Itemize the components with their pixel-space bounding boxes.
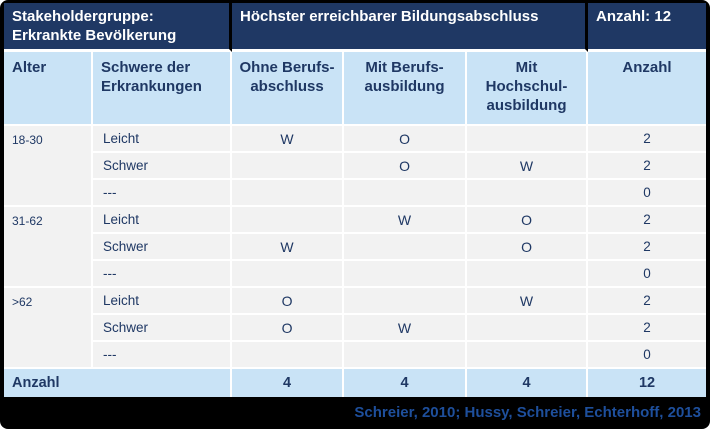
count-cell: 0 xyxy=(588,180,707,207)
col-header-ohne-berufsabschluss: Ohne Berufs- abschluss xyxy=(232,52,345,126)
severity-cell: --- xyxy=(93,180,233,207)
col-header-mit-berufsausbildung: Mit Berufs- ausbildung xyxy=(344,52,468,126)
age-group-cell: >62 xyxy=(4,288,93,369)
count-cell: 2 xyxy=(588,315,707,342)
header-bildungsabschluss: Höchster erreichbarer Bildungsabschluss xyxy=(232,3,589,52)
marker-cell xyxy=(467,261,589,288)
count-cell: 2 xyxy=(588,153,707,180)
count-cell: 2 xyxy=(588,288,707,315)
table-row: --- 0 xyxy=(4,261,707,288)
totals-row: Anzahl 4 4 4 12 xyxy=(4,369,707,397)
age-group-cell: 31-62 xyxy=(4,207,93,288)
total-ohne-berufsabschluss: 4 xyxy=(232,369,345,397)
severity-cell: --- xyxy=(93,342,233,369)
count-cell: 2 xyxy=(588,234,707,261)
marker-cell xyxy=(467,315,589,342)
marker-cell xyxy=(344,234,468,261)
marker-cell: W xyxy=(344,315,468,342)
age-group-cell: 18-30 xyxy=(4,126,93,207)
col-header-anzahl: Anzahl xyxy=(588,52,707,126)
count-cell: 0 xyxy=(588,261,707,288)
count-cell: 2 xyxy=(588,207,707,234)
severity-cell: Leicht xyxy=(93,288,233,315)
table-row: Schwer O W 2 xyxy=(4,315,707,342)
marker-cell xyxy=(344,261,468,288)
severity-cell: Schwer xyxy=(93,153,233,180)
table-row: Schwer W O 2 xyxy=(4,234,707,261)
marker-cell: O xyxy=(344,126,468,153)
table-row: 31-62 Leicht W O 2 xyxy=(4,207,707,288)
total-mit-hochschulausbildung: 4 xyxy=(467,369,589,397)
marker-cell: W xyxy=(232,126,345,153)
marker-cell: O xyxy=(232,315,345,342)
marker-cell xyxy=(467,342,589,369)
table-row: --- 0 xyxy=(4,342,707,369)
marker-cell xyxy=(232,342,345,369)
col-header-schwere: Schwere der Erkrankungen xyxy=(93,52,233,126)
marker-cell: O xyxy=(344,153,468,180)
marker-cell xyxy=(344,288,468,315)
marker-cell xyxy=(467,180,589,207)
table-row: --- 0 xyxy=(4,180,707,207)
marker-cell xyxy=(467,126,589,153)
severity-cell: Leicht xyxy=(93,207,233,234)
total-anzahl: 12 xyxy=(588,369,707,397)
marker-cell xyxy=(344,342,468,369)
marker-cell: W xyxy=(344,207,468,234)
marker-cell xyxy=(344,180,468,207)
marker-cell: W xyxy=(467,288,589,315)
marker-cell: O xyxy=(232,288,345,315)
marker-cell: O xyxy=(467,207,589,234)
severity-cell: Leicht xyxy=(93,126,233,153)
sampling-plan-table: Stakeholdergruppe: Erkrankte Bevölkerung… xyxy=(4,3,707,397)
table-row: 18-30 Leicht W O 2 xyxy=(4,126,707,207)
marker-cell xyxy=(232,261,345,288)
severity-cell: Schwer xyxy=(93,315,233,342)
header-anzahl-total: Anzahl: 12 xyxy=(588,3,707,52)
marker-cell xyxy=(232,207,345,234)
marker-cell: O xyxy=(467,234,589,261)
header-stakeholder-group: Stakeholdergruppe: Erkrankte Bevölkerung xyxy=(4,3,233,52)
marker-cell: W xyxy=(232,234,345,261)
table-row: Schwer O W 2 xyxy=(4,153,707,180)
source-citation: Schreier, 2010; Hussy, Schreier, Echterh… xyxy=(354,404,701,421)
marker-cell xyxy=(232,153,345,180)
marker-cell: W xyxy=(467,153,589,180)
table-title-row: Stakeholdergruppe: Erkrankte Bevölkerung… xyxy=(4,3,707,52)
col-header-alter: Alter xyxy=(4,52,93,126)
col-header-mit-hochschulausbildung: Mit Hochschul- ausbildung xyxy=(467,52,589,126)
totals-label: Anzahl xyxy=(4,369,233,397)
total-mit-berufsausbildung: 4 xyxy=(344,369,468,397)
table-row: >62 Leicht O W 2 xyxy=(4,288,707,369)
count-cell: 0 xyxy=(588,342,707,369)
severity-cell: Schwer xyxy=(93,234,233,261)
severity-cell: --- xyxy=(93,261,233,288)
column-header-row: Alter Schwere der Erkrankungen Ohne Beru… xyxy=(4,52,707,126)
marker-cell xyxy=(232,180,345,207)
count-cell: 2 xyxy=(588,126,707,153)
